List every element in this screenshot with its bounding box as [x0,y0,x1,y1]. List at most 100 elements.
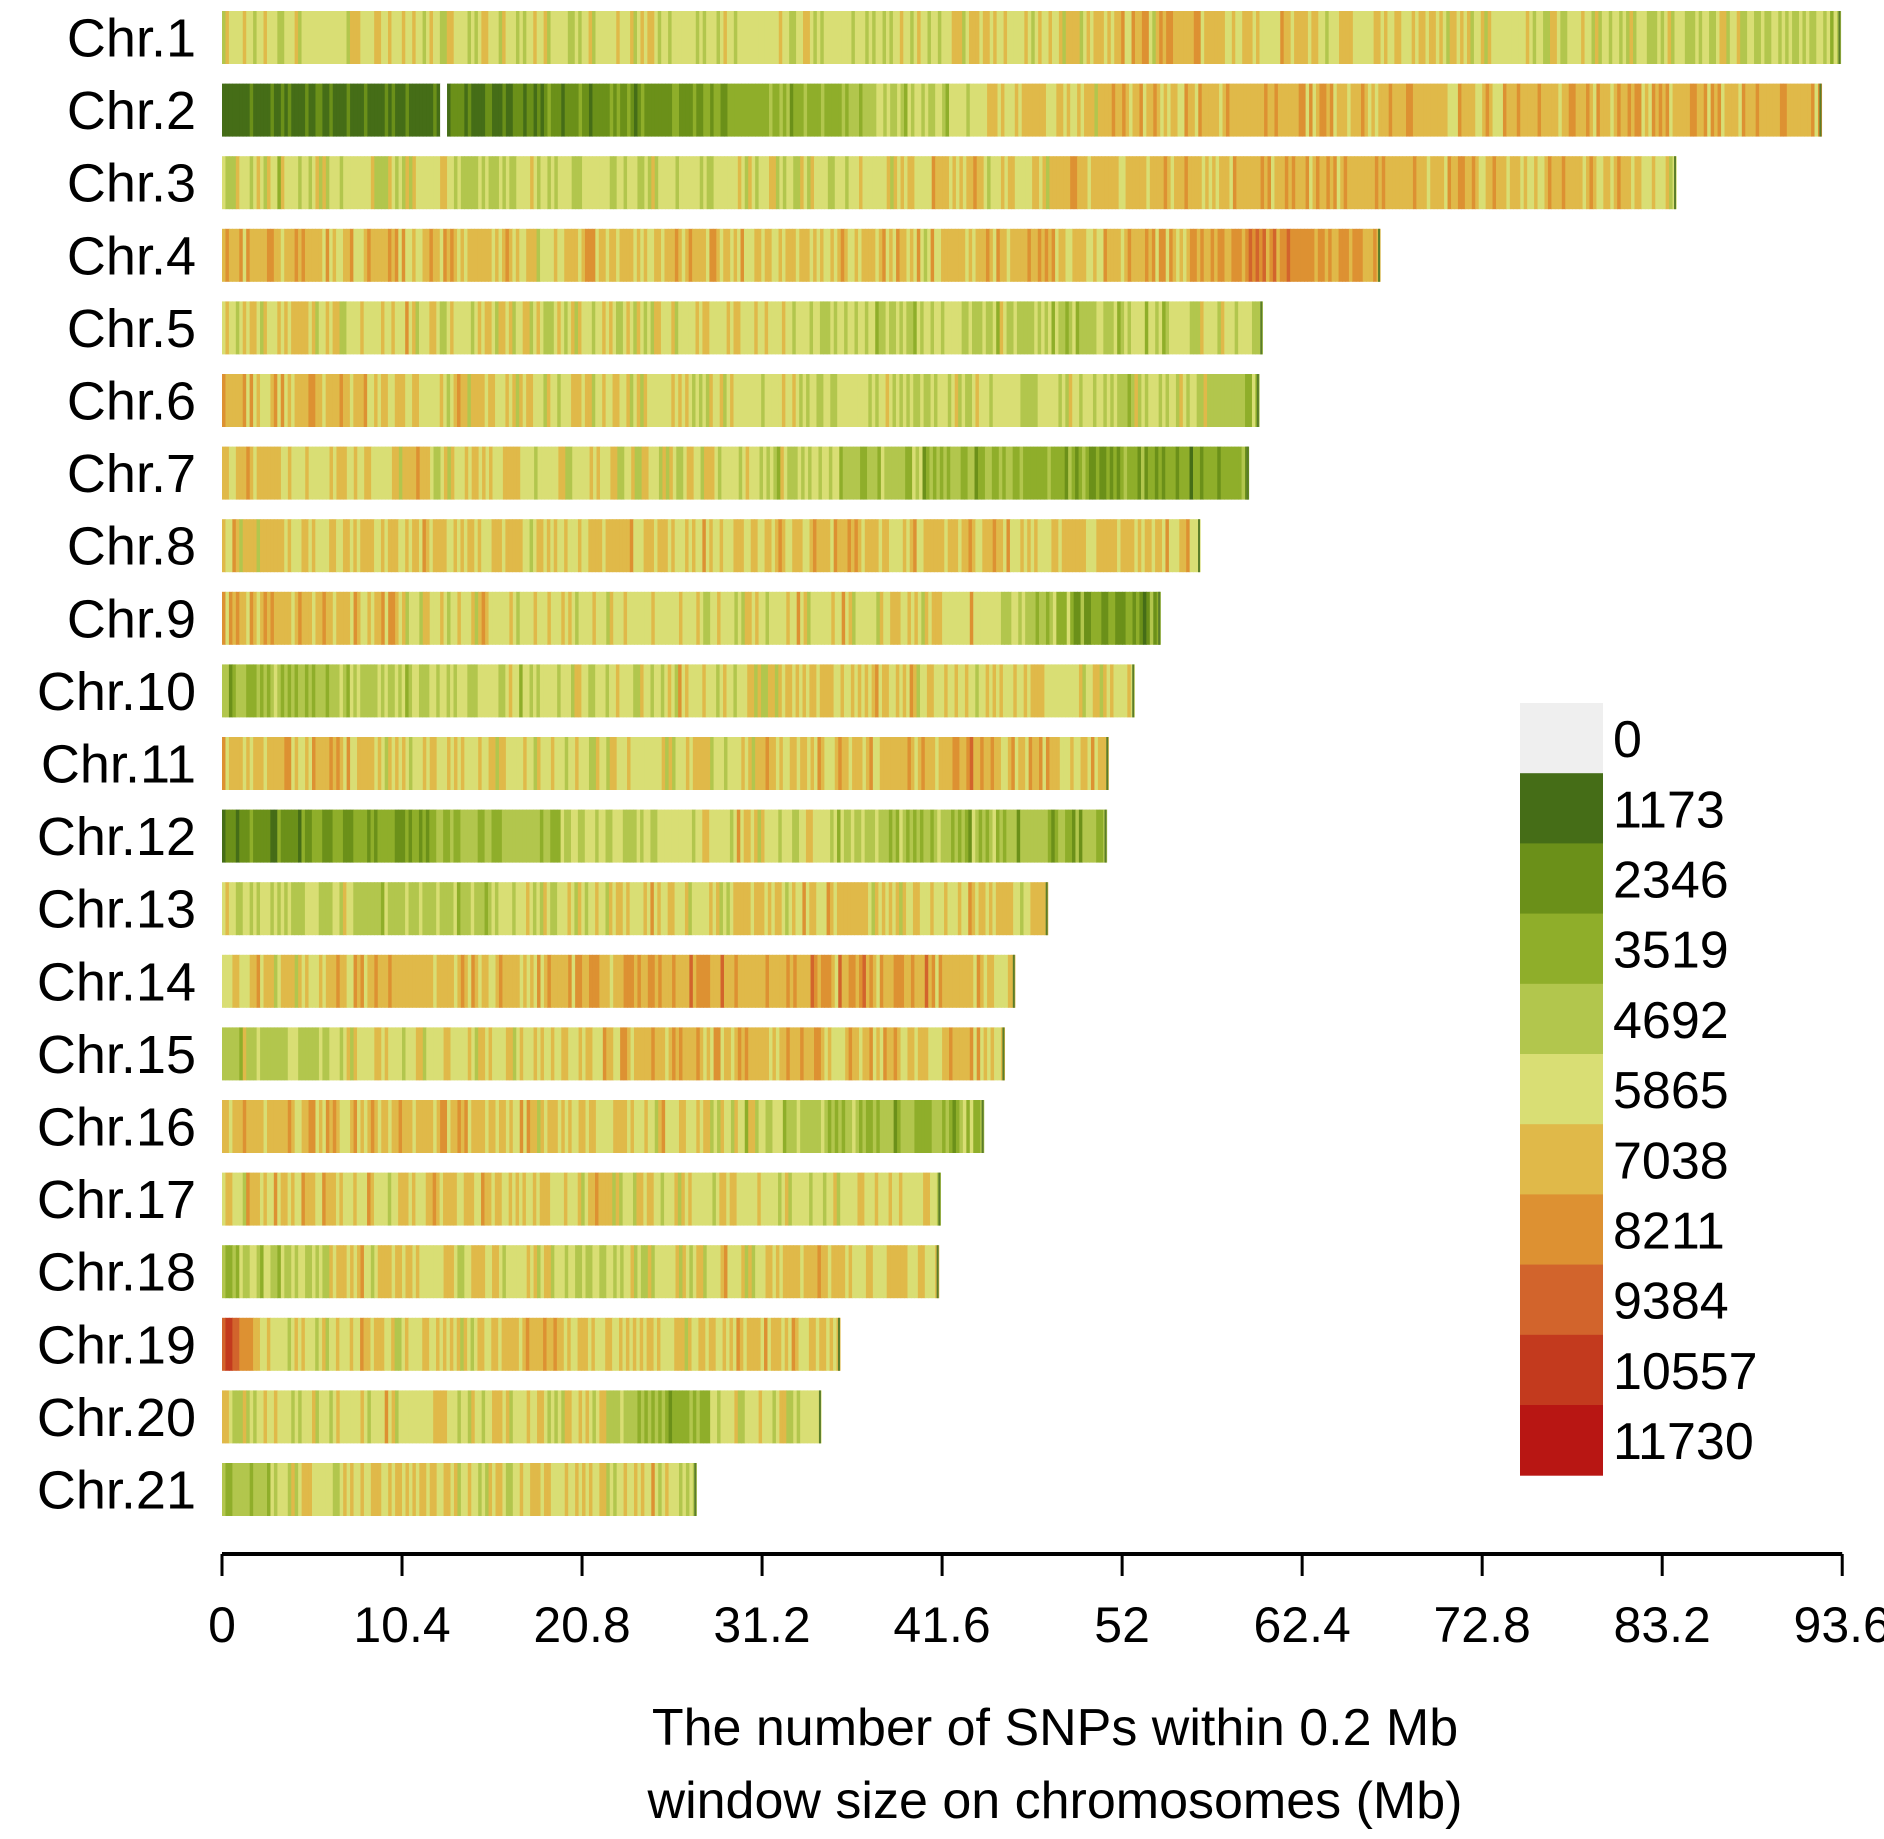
snp-window [1811,83,1816,137]
snp-window [848,156,853,210]
snp-window [367,1172,372,1226]
snp-window [620,156,625,210]
snp-window [930,882,935,936]
snp-window [1733,11,1738,64]
snp-window [838,954,843,1008]
snp-window [326,446,331,500]
snp-window [463,882,468,936]
snp-window [802,809,807,863]
snp-window [1830,11,1835,64]
snp-window [1020,301,1025,355]
snp-window [1023,664,1028,718]
snp-window [834,1027,839,1081]
snp-window [672,83,677,137]
snp-window [1357,156,1362,210]
snp-window [374,374,379,427]
snp-window [1506,83,1511,137]
snp-window [436,1172,441,1226]
snp-window [975,882,980,936]
snp-window [678,156,684,210]
snp-window [1222,156,1227,210]
snp-window [284,301,289,355]
snp-window [923,301,928,355]
snp-window [253,83,258,137]
snp-window [633,591,639,645]
snp-window [931,83,936,137]
snp-window [426,1100,431,1153]
snp-window [1085,519,1091,573]
snp-window [419,954,424,1008]
snp-window [568,1027,573,1081]
snp-window [380,301,386,355]
snp-window [539,519,544,573]
snp-window [949,156,954,210]
snp-window [1302,156,1307,210]
snp-window [1213,301,1218,355]
snp-window [305,11,310,64]
snp-window [346,591,351,645]
snp-window [833,882,838,936]
snp-window [723,301,728,355]
snp-window [786,954,791,1008]
snp-window [402,156,407,210]
snp-window [1669,83,1674,137]
snp-window [349,11,355,64]
snp-window [298,228,303,282]
snp-window [1246,83,1251,137]
snp-window [315,1100,320,1153]
snp-window [353,664,358,718]
snp-window [242,591,247,645]
snp-window [871,809,876,863]
snp-window [422,374,427,427]
snp-window [377,954,382,1008]
snp-window [1010,374,1015,427]
snp-window [1124,374,1129,427]
snp-window [869,156,874,210]
snp-window [263,228,268,282]
snp-window [710,156,715,210]
snp-window [933,301,939,355]
snp-window [664,11,669,64]
snp-window [1100,11,1105,64]
snp-window [737,1027,742,1081]
snp-window [661,156,666,210]
snp-window [909,809,914,863]
snp-window [470,301,475,355]
snp-window [982,228,987,282]
snp-window [311,664,316,718]
snp-window [457,519,462,573]
snp-window [491,11,496,64]
snp-window [1039,737,1044,790]
snp-window [1715,11,1721,64]
snp-window [639,1172,644,1226]
snp-window [1367,156,1372,210]
snp-window [830,519,835,573]
snp-window [644,954,649,1008]
snp-window [769,1027,774,1081]
snp-window [705,228,711,282]
snp-window [453,519,458,573]
snp-window [1280,11,1285,64]
snp-window [786,83,791,137]
snp-window [1686,83,1691,137]
snp-window [457,374,462,427]
snp-window [491,374,496,427]
snp-window [270,519,275,573]
snp-window [675,83,680,137]
snp-window [419,1100,424,1153]
snp-window [443,1100,448,1153]
snp-window [664,519,669,573]
snp-window [508,301,513,355]
snp-window [301,156,306,210]
snp-window [996,374,1001,427]
snp-window [987,1027,992,1081]
snp-window [776,446,781,500]
snp-window [419,83,424,137]
snp-window [1190,11,1195,64]
snp-window [1000,954,1006,1008]
snp-window [757,374,762,427]
snp-window [439,809,444,863]
snp-window [463,228,469,282]
snp-window [280,1172,285,1226]
snp-window [422,519,427,573]
